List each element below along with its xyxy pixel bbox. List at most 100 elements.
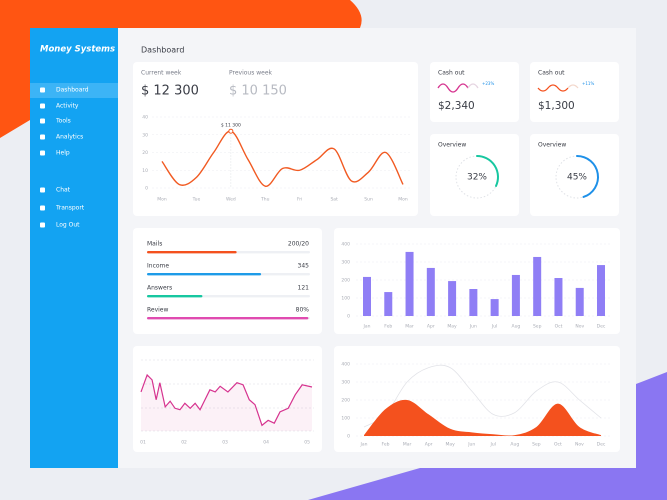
menu-item[interactable]: Analytics (56, 134, 83, 141)
bar (575, 287, 584, 316)
menu-item[interactable]: Activity (56, 103, 79, 110)
x-tick-label: Dec (597, 324, 606, 330)
y-tick-label: 400 (341, 362, 350, 368)
card-title: Cash out (438, 70, 465, 77)
x-tick-label: Sun (364, 197, 373, 203)
menu-item[interactable]: Chat (56, 187, 71, 194)
bar (363, 276, 371, 316)
menu-icon (40, 103, 45, 109)
stat-value: 345 (298, 263, 310, 270)
menu-icon (40, 118, 45, 124)
brand: Money Systems (40, 45, 115, 55)
progress-bar (147, 273, 262, 276)
card (530, 134, 619, 216)
annotation-dot (228, 128, 234, 134)
progress-bar (147, 295, 203, 298)
bar (490, 299, 499, 316)
bar (554, 278, 563, 316)
stat-label: Answers (147, 285, 172, 292)
x-tick-label: Aug (512, 324, 521, 330)
x-tick-label: May (446, 442, 456, 448)
menu-item[interactable]: Dashboard (56, 87, 89, 94)
card-title: Overview (438, 142, 466, 149)
stat-value: 121 (298, 285, 310, 292)
x-tick-label: Jun (467, 442, 475, 448)
cards (133, 62, 620, 452)
menu-item[interactable]: Log Out (56, 222, 80, 229)
current-label: Current week (141, 70, 182, 77)
amount: $2,340 (438, 100, 475, 112)
y-tick-label: 300 (341, 260, 350, 266)
menu-item[interactable]: Transport (55, 205, 85, 212)
bar (533, 256, 542, 316)
previous-label: Previous week (229, 70, 273, 77)
x-tick-label: Mar (405, 324, 414, 330)
previous-value: $ 10 150 (229, 84, 287, 99)
pink-grid (141, 359, 314, 432)
x-tick-label: 01 (140, 440, 146, 446)
x-tick-label: Nov (575, 324, 584, 330)
current-value: $ 12 300 (141, 84, 199, 99)
y-tick-label: 10 (142, 168, 148, 174)
bar (597, 265, 605, 316)
x-tick-label: Sep (533, 324, 542, 330)
bar (426, 267, 435, 316)
x-tick-label: Jun (469, 324, 477, 330)
x-tick-label: Mar (403, 442, 412, 448)
x-tick-label: Aug (510, 442, 519, 448)
x-tick-label: Jan (360, 442, 368, 448)
menu-icon (40, 222, 45, 228)
menu-item[interactable]: Tools (55, 118, 71, 125)
area-line (363, 364, 602, 428)
bar (511, 274, 520, 316)
menu-icon (40, 150, 45, 156)
x-tick-label: Wed (226, 197, 236, 203)
menu-icon (40, 205, 45, 211)
y-tick-label: 40 (142, 115, 148, 121)
stat-label: Mails (147, 241, 162, 248)
area-fill (141, 374, 312, 431)
card-title: Cash out (538, 70, 565, 77)
x-tick-label: Tue (192, 197, 201, 203)
x-tick-label: Jul (491, 324, 497, 330)
donut-arc (476, 155, 499, 187)
y-tick-label: 0 (347, 314, 350, 320)
sidebar (30, 28, 118, 468)
x-tick-label: Jan (363, 324, 371, 330)
x-tick-label: Feb (382, 442, 390, 448)
menu-icon (40, 134, 45, 140)
y-tick-label: 100 (341, 296, 350, 302)
line (140, 373, 313, 427)
card (133, 228, 322, 334)
stat-value: 80% (296, 307, 310, 314)
menu-active (30, 83, 118, 98)
y-tick-label: 30 (142, 132, 148, 138)
donut-label: 45% (567, 173, 587, 183)
card (133, 346, 322, 452)
card (133, 62, 418, 216)
card (334, 228, 620, 334)
sparkline (567, 84, 579, 89)
bar (448, 281, 457, 316)
y-tick-label: 0 (347, 434, 350, 440)
menu-icon (40, 87, 45, 93)
area (364, 399, 601, 436)
x-tick-label: 04 (263, 440, 269, 446)
change: +11% (582, 81, 594, 86)
stat-label: Income (147, 263, 169, 270)
sparkline (437, 83, 469, 93)
x-tick-label: Mon (157, 197, 167, 203)
card (430, 134, 519, 216)
card-title: Overview (538, 142, 566, 149)
annotation: $ 11 300 (221, 123, 241, 129)
y-tick-label: 200 (341, 398, 350, 404)
x-tick-label: Sat (330, 197, 338, 203)
y-tick-label: 300 (341, 380, 350, 386)
x-tick-label: 02 (181, 440, 187, 446)
page-title: Dashboard (141, 46, 184, 55)
x-tick-label: Apr (427, 324, 435, 330)
x-tick-label: Thu (260, 197, 270, 203)
x-tick-label: Mon (398, 197, 408, 203)
menu-item[interactable]: Help (56, 150, 70, 157)
x-tick-label: Nov (575, 442, 584, 448)
